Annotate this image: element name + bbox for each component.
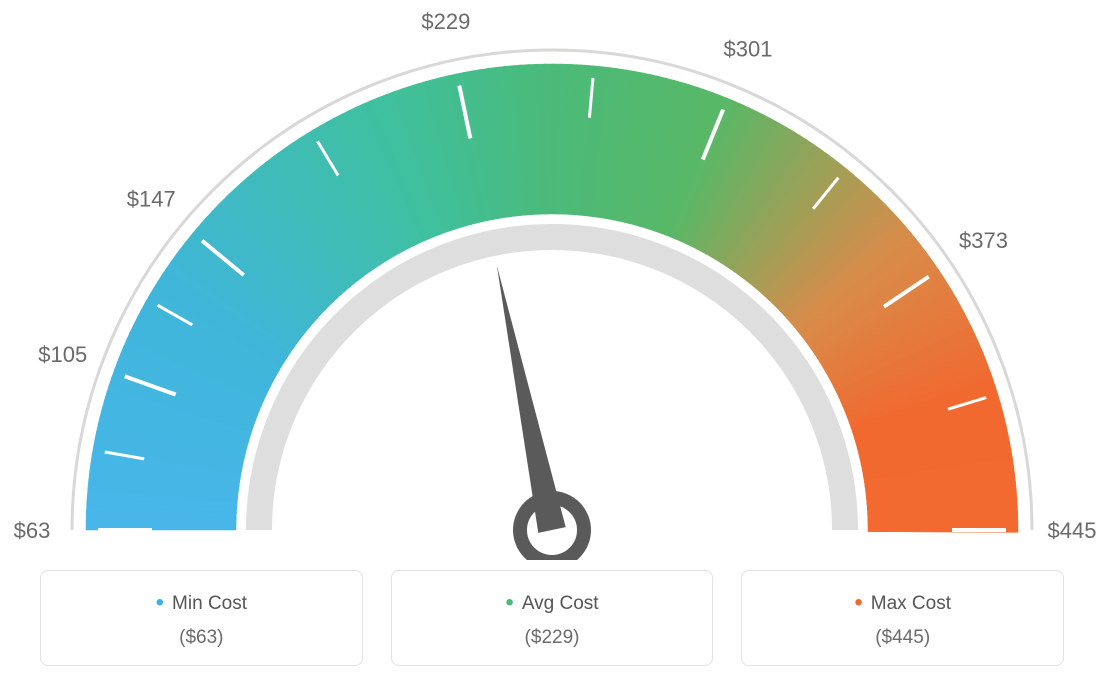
gauge-tick-label: $301: [724, 36, 773, 61]
gauge-tick-label: $229: [421, 9, 470, 34]
legend-avg-card: Avg Cost ($229): [391, 570, 714, 666]
legend-min-label: Min Cost: [51, 589, 352, 617]
legend-avg-value: ($229): [402, 627, 703, 649]
gauge-tick-label: $105: [38, 342, 87, 367]
gauge-band: [86, 64, 1018, 532]
legend-avg-label: Avg Cost: [402, 589, 703, 617]
legend-max-card: Max Cost ($445): [741, 570, 1064, 666]
legend-max-value: ($445): [752, 627, 1053, 649]
legend-min-value: ($63): [51, 627, 352, 649]
cost-gauge: $63 $105 $147 $229 $301 $373 $445: [0, 0, 1104, 560]
legend-min-card: Min Cost ($63): [40, 570, 363, 666]
gauge-tick-label: $445: [1048, 518, 1097, 543]
gauge-tick-label: $63: [14, 518, 51, 543]
gauge-tick-label: $373: [959, 228, 1008, 253]
legend-row: Min Cost ($63) Avg Cost ($229) Max Cost …: [40, 570, 1064, 666]
legend-max-label: Max Cost: [752, 589, 1053, 617]
gauge-tick-label: $147: [127, 187, 176, 212]
